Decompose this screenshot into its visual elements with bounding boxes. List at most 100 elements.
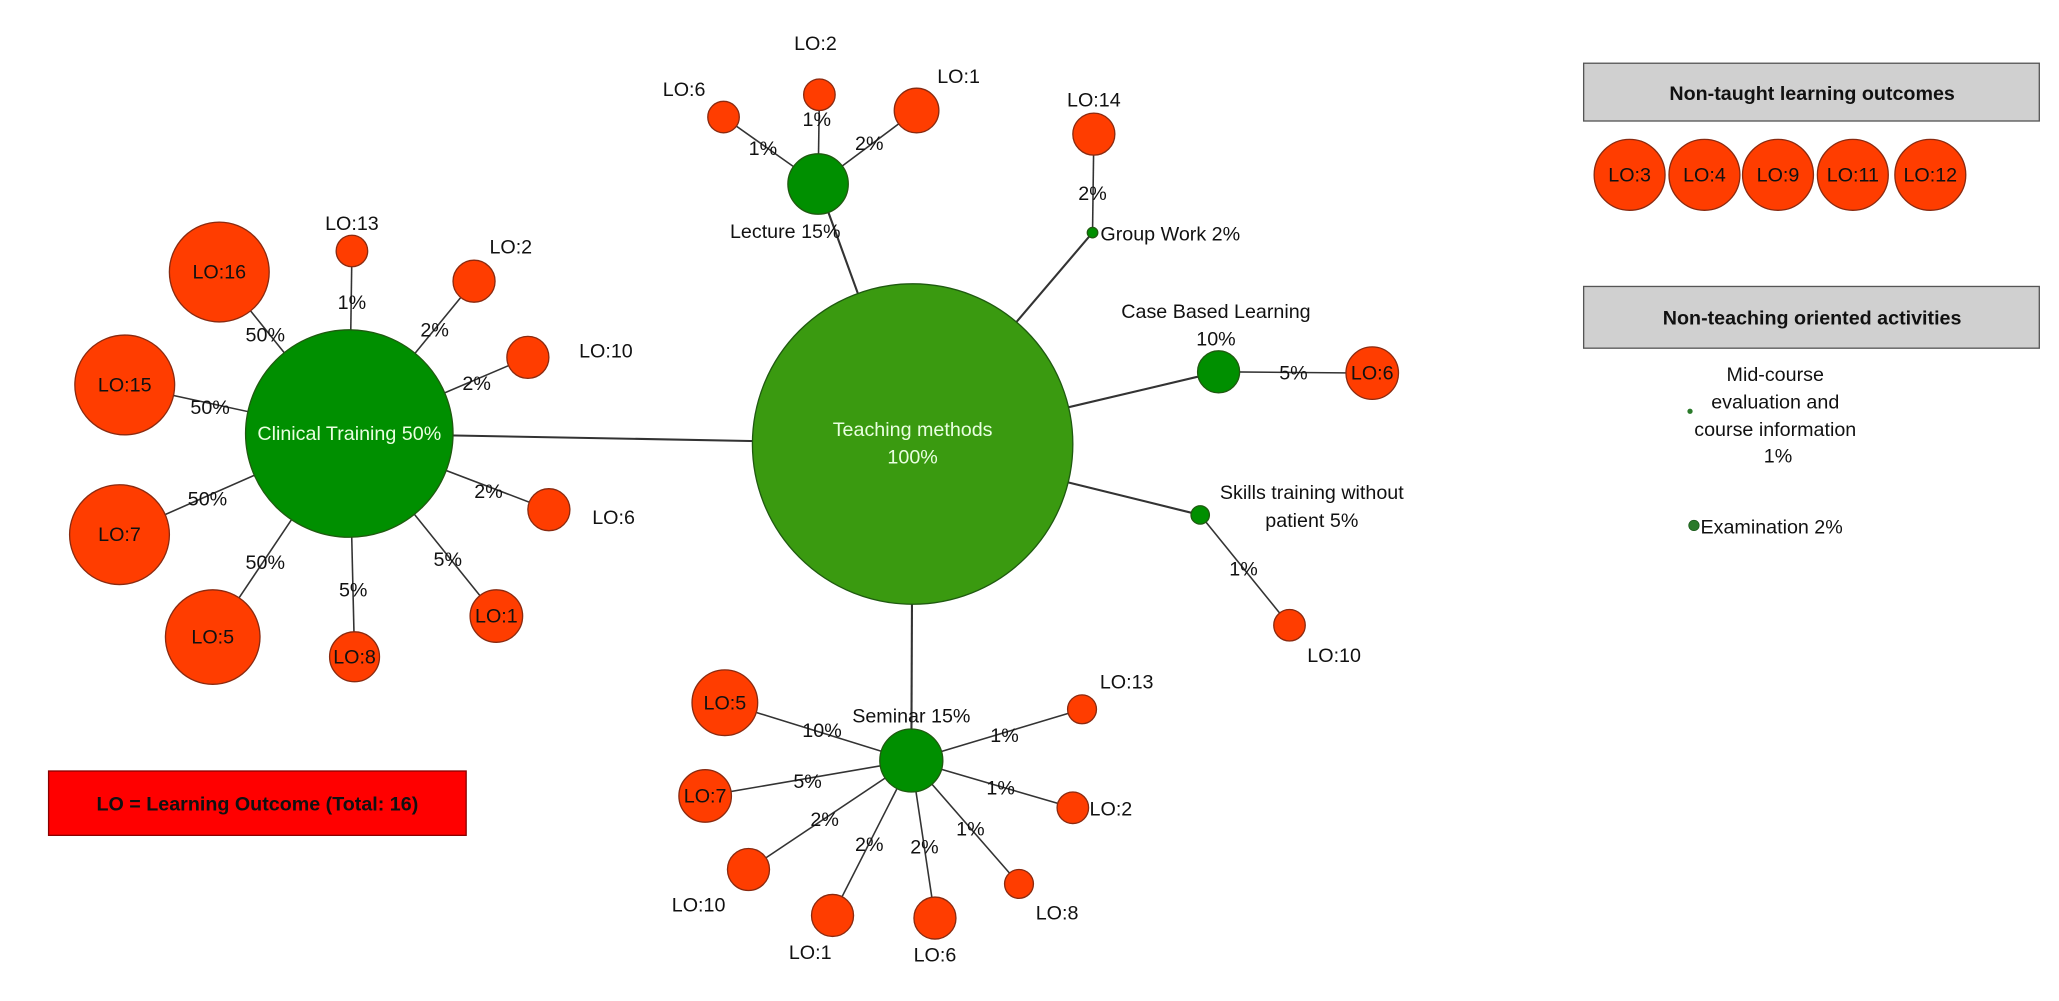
method-circle: [1190, 505, 1211, 525]
edge-percent-label: 50%: [190, 397, 229, 419]
learning-outcome-node: LO:5: [691, 669, 759, 737]
edge-percent-label: 2%: [462, 373, 490, 395]
mid-course-dot: [1687, 408, 1693, 414]
outcome-circle: [678, 769, 733, 823]
edge-percent-label: 1%: [803, 109, 831, 131]
learning-outcome-node: LO:14: [1067, 90, 1121, 156]
node-label: LO:13: [325, 213, 379, 235]
edge-percent-label: 1%: [749, 138, 777, 160]
outcome-circle: [452, 259, 496, 303]
edge-percent-label: 5%: [1279, 363, 1307, 385]
node-label: Seminar 15%: [852, 705, 970, 727]
teaching-methods-hub: Teaching methods 100%: [751, 283, 1074, 605]
learning-outcome-node: LO:10: [506, 335, 633, 380]
edge-percent-label: 2%: [855, 133, 883, 155]
non-taught-outcome-circle: [1741, 138, 1815, 211]
outcome-circle: [74, 334, 176, 436]
learning-outcome-node: LO:10: [1273, 608, 1361, 667]
outcome-circle: [469, 589, 524, 643]
learning-outcome-node: LO:8: [328, 631, 381, 683]
edge-percent-label: 1%: [1229, 558, 1257, 580]
node-label: LO:10: [1307, 645, 1361, 667]
learning-outcome-node: LO:2: [794, 33, 837, 112]
teaching-method-node: Group Work 2%: [1086, 223, 1240, 245]
edge-percent-label: 2%: [1078, 183, 1106, 205]
node-label: LO:1: [475, 606, 518, 628]
edge-percent-label: 5%: [339, 579, 367, 601]
outcome-circle: [506, 335, 550, 380]
outcome-circle: [726, 847, 771, 892]
outcome-circle: [527, 488, 571, 532]
node-label: LO:10: [579, 340, 633, 362]
method-circle: [751, 283, 1074, 605]
node-label: LO:10: [672, 895, 726, 917]
outcome-circle: [707, 100, 740, 134]
node-label: LO:14: [1067, 90, 1121, 112]
node-label: LO:16: [192, 262, 246, 284]
edge-percent-label: 2%: [855, 834, 883, 856]
node-label: LO:7: [98, 524, 141, 546]
outcome-circle: [810, 893, 855, 938]
node-label: LO:1: [789, 942, 832, 964]
node-label: LO:15: [98, 375, 152, 397]
non-taught-outcome-circle: [1668, 138, 1741, 211]
method-circle: [244, 329, 454, 538]
non-taught-outcome-label: LO:12: [1903, 164, 1957, 186]
node-label: Clinical Training 50%: [257, 423, 441, 445]
edge-percent-label: 2%: [420, 319, 448, 341]
node-label: LO:2: [1090, 799, 1133, 821]
node-label: Skills training without patient 5%: [1220, 482, 1404, 532]
edge-sem-sem10: [748, 759, 912, 871]
node-label: LO:6: [592, 507, 635, 529]
node-label: LO:1: [937, 66, 980, 88]
node-label: LO:13: [1100, 671, 1154, 693]
teaching-method-node: Lecture 15%: [730, 153, 849, 243]
node-label: LO:8: [333, 646, 376, 668]
learning-outcome-node: LO:1: [789, 893, 855, 964]
non-taught-outcome-circle: [1593, 138, 1666, 211]
node-label: LO:2: [489, 237, 532, 259]
non-taught-outcome-label: LO:3: [1608, 164, 1651, 186]
examination-label: Examination 2%: [1701, 516, 1843, 538]
learning-outcome-node: LO:13: [1066, 671, 1154, 725]
node-label: LO:6: [663, 79, 706, 101]
learning-outcome-node: LO:16: [168, 221, 270, 323]
outcome-circle: [1066, 694, 1098, 725]
examination-dot: [1688, 519, 1700, 532]
node-label: Teaching methods 100%: [833, 419, 993, 469]
non-taught-items: LO:3 LO:4 LO:9 LO:11 LO:12: [1593, 138, 1967, 211]
teaching-method-node: Seminar 15%: [852, 705, 970, 793]
node-label: LO:6: [914, 944, 957, 966]
learning-outcome-node: LO:2: [452, 237, 532, 303]
teaching-method-node: Case Based Learning 10%: [1121, 301, 1311, 394]
method-circle: [1196, 350, 1241, 394]
learning-outcome-node: LO:13: [325, 213, 379, 268]
non-taught-header: [1582, 62, 2040, 122]
node-label: Group Work 2%: [1100, 223, 1240, 245]
node-label: LO:5: [191, 627, 234, 649]
edge-percent-label: 50%: [246, 325, 285, 347]
edge-percent-label: 10%: [802, 720, 841, 742]
outcome-circle: [1273, 608, 1306, 642]
non-taught-outcome-label: LO:9: [1757, 164, 1800, 186]
outcome-circle: [691, 669, 759, 737]
legend-box: [47, 770, 467, 837]
outcome-circle: [802, 78, 836, 112]
learning-outcome-node: LO:15: [74, 334, 176, 436]
outcome-circle: [893, 87, 940, 134]
learning-outcome-node: LO:6: [913, 896, 957, 966]
node-label: LO:5: [704, 692, 747, 714]
node-label: LO:2: [794, 33, 837, 55]
edge-percent-label: 2%: [810, 809, 838, 831]
learning-outcome-node: LO:5: [164, 589, 261, 685]
non-taught-outcome-label: LO:4: [1683, 164, 1726, 186]
learning-outcome-node: LO:7: [68, 484, 171, 586]
legend-text: LO = Learning Outcome (Total: 16): [96, 793, 418, 815]
edge-percent-label: 1%: [986, 778, 1014, 800]
non-taught-panel: Non-taught learning outcomes LO:3 LO:4 LO:…: [1582, 62, 2040, 211]
learning-outcome-node: LO:8: [1003, 868, 1078, 924]
edge-percent-label: 2%: [910, 837, 938, 859]
outcome-circle: [68, 484, 171, 586]
learning-outcome-node: LO:1: [893, 66, 980, 134]
